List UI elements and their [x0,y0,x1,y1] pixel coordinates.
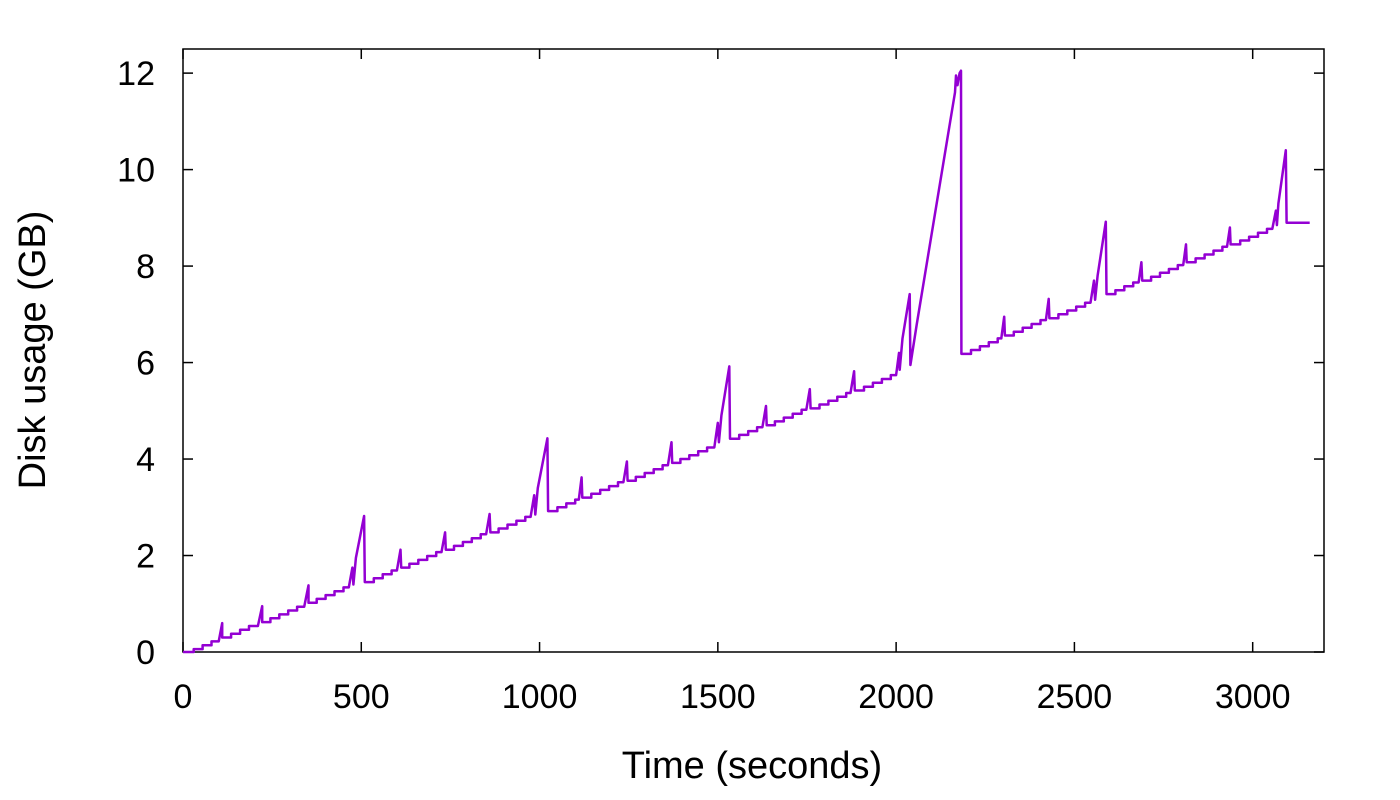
x-tick-label: 3000 [1215,678,1291,716]
x-axis-ticks: 0 500 1000 1500 2000 2500 3000 [174,49,1291,716]
y-tick-label: 12 [117,55,155,93]
x-tick-label: 0 [174,678,193,716]
plot-area-frame [182,48,1325,653]
series-line [183,69,1310,654]
y-tick-label: 8 [136,248,155,286]
series-layer [183,69,1310,654]
y-axis-ticks: 0 2 4 6 8 10 12 [117,55,1324,672]
x-tick-label: 1000 [502,678,578,716]
y-tick-label: 2 [136,538,155,576]
x-tick-label: 2000 [858,678,934,716]
x-tick-label: 2500 [1037,678,1113,716]
y-tick-label: 4 [136,441,155,479]
x-tick-label: 1500 [680,678,756,716]
x-axis-title: Time (seconds) [622,745,882,787]
y-axis-title: Disk usage (GB) [12,211,54,490]
x-tick-label: 500 [333,678,390,716]
y-tick-label: 6 [136,345,155,383]
y-tick-label: 0 [136,634,155,672]
y-tick-label: 10 [117,152,155,190]
